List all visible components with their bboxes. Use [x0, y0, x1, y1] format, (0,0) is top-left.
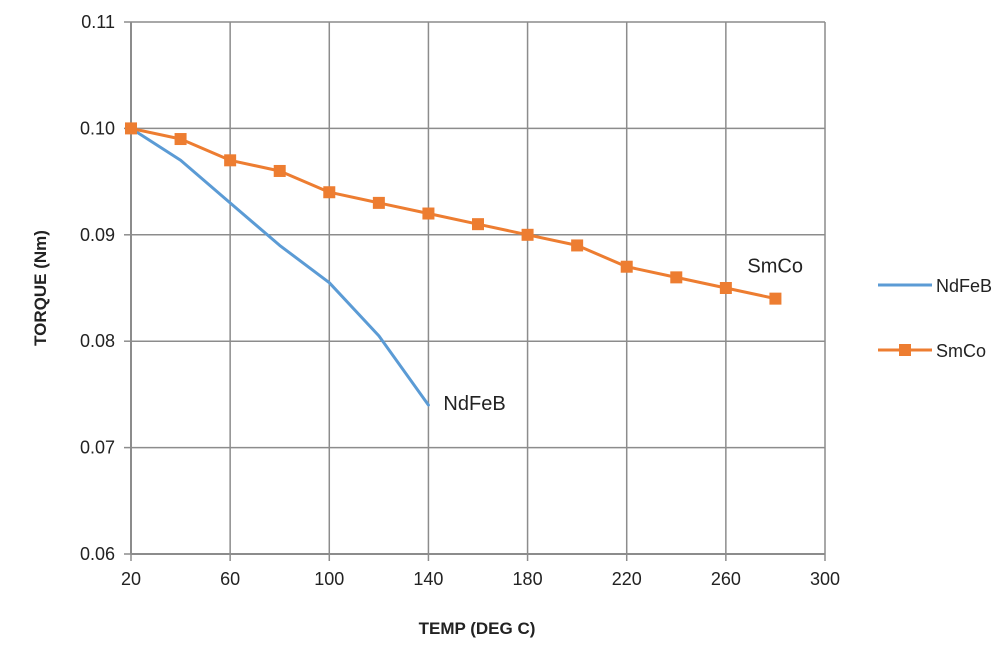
data-point-smco [719, 282, 732, 294]
x-tick-label: 180 [513, 569, 543, 589]
axes [124, 21, 826, 561]
data-point-smco [224, 154, 237, 167]
series-line-smco [129, 126, 777, 301]
legend-marker-smco [899, 344, 911, 356]
data-point-smco [571, 239, 584, 252]
y-tick-label: 0.09 [80, 225, 115, 245]
data-point-smco [422, 207, 435, 220]
y-tick-label: 0.06 [80, 544, 115, 564]
data-point-smco [472, 218, 484, 231]
data-point-smco [372, 196, 385, 209]
series-layer [125, 122, 782, 407]
y-tick-label: 0.10 [80, 118, 115, 138]
y-axis-title: TORQUE (Nm) [31, 230, 50, 346]
legend-label-ndfeb: NdFeB [936, 276, 992, 296]
data-point-smco [273, 164, 286, 177]
x-tick-label: 260 [711, 569, 741, 589]
y-tick-label: 0.07 [80, 438, 115, 458]
legend-label-smco: SmCo [936, 341, 986, 361]
x-tick-label: 300 [810, 569, 840, 589]
x-tick-label: 220 [612, 569, 642, 589]
grid [130, 21, 826, 555]
x-axis-title: TEMP (DEG C) [419, 619, 536, 638]
legend: NdFeB SmCo [878, 276, 992, 361]
x-tick-label: 60 [220, 569, 240, 589]
legend-item-smco: SmCo [878, 341, 986, 361]
x-tick-label: 100 [314, 569, 344, 589]
data-point-smco [125, 122, 137, 135]
data-point-smco [769, 292, 782, 305]
x-tick-label: 20 [121, 569, 141, 589]
y-tick-label: 0.08 [80, 331, 115, 351]
x-tick-label: 140 [413, 569, 443, 589]
tick-labels: 20 60 100 140 180 220 260 300 0.06 0.07 0.08 0.09 0.… [80, 12, 840, 589]
annotation-ndfeb: NdFeB [443, 393, 505, 415]
annotation-smco: SmCo [747, 256, 803, 278]
data-point-smco [174, 133, 187, 146]
legend-item-ndfeb: NdFeB [878, 276, 992, 296]
series-line-ndfeb [129, 126, 430, 407]
y-tick-label: 0.11 [81, 12, 115, 32]
data-point-smco [620, 260, 633, 273]
data-point-smco [670, 271, 683, 284]
data-point-smco [521, 228, 534, 241]
data-point-smco [323, 186, 336, 199]
